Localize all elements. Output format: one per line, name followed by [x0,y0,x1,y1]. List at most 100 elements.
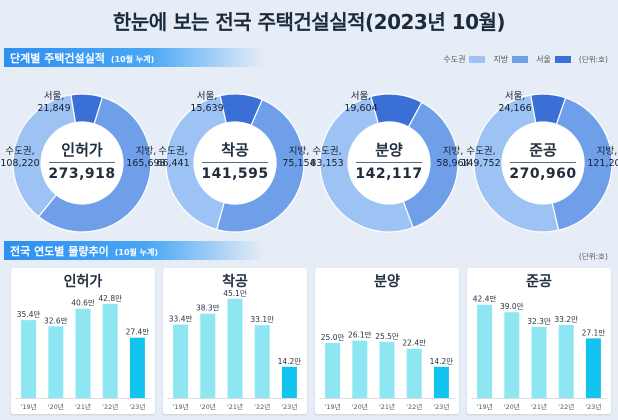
donut-divider [49,162,115,163]
x-tick-label: '23년 [585,402,601,411]
bar-value-label: 25.0만 [321,333,345,342]
legend-swatch-local [512,56,529,63]
bar [227,298,243,398]
bar-value-label: 45.1만 [223,289,247,298]
bar-chart-title: 인허가 [63,274,103,290]
bar [406,348,422,398]
donut-center: 분양 142,117 [349,139,429,182]
bar [585,338,601,398]
bar-value-label: 27.1만 [582,328,606,337]
bar [281,366,297,398]
bar-chart-svg: 33.4만 '19년 38.3만 '20년 45.1만 '21년 33.1만 '22년 14.2… [167,289,303,411]
donut-center: 준공 270,960 [503,139,583,182]
bar-panel-completion: 준공 42.4만 '19년 39.0만 '20년 32.3만 '21년 33.2만 '22년 27… [467,268,611,414]
x-tick-label: '20년 [48,402,64,411]
section-title: 단계별 주택건설실적 [10,52,105,65]
bar [200,313,216,398]
x-tick-label: '23년 [129,402,145,411]
bar [102,303,118,398]
donut-total: 270,960 [509,166,577,182]
x-tick-label: '22년 [558,402,574,411]
bar-chart-title: 착공 [222,274,248,290]
unit-label: (단위:호) [578,55,608,64]
donut-name: 준공 [529,141,557,159]
x-tick-label: '21년 [531,402,547,411]
legend-item-local: 지방 [493,55,509,64]
legend-swatch-seoul [554,56,571,63]
donut-divider [356,162,422,163]
bar-value-label: 39.0만 [500,302,524,311]
donut-name: 분양 [375,141,403,159]
donut-total: 273,918 [48,166,116,182]
x-tick-label: '21년 [379,402,395,411]
section-subtitle: (10월 누계) [110,55,155,64]
donut-label-seoul: 서울, 19,604 [344,91,378,114]
bar-panel-start: 착공 33.4만 '19년 38.3만 '20년 45.1만 '21년 33.1만 '22년 14… [163,268,307,414]
section-title: 전국 연도별 물량추이 [10,245,109,258]
bar-value-label: 35.4만 [17,310,41,319]
page-title: 한눈에 보는 전국 주택건설실적(2023년 10월) [112,10,506,34]
donut-total: 142,117 [355,166,423,182]
chart-legend: 수도권 지방 서울 (단위:호) [443,54,608,65]
bar-value-label: 27.4만 [126,328,150,337]
donut-hole [348,122,430,204]
donut-total: 141,595 [201,166,269,182]
x-tick-label: '19년 [477,402,493,411]
bar-chart-title: 준공 [526,274,552,290]
donut-label-seoul: 서울, 24,166 [498,91,532,114]
donut-label-capital: 수도권, 108,220 [0,146,40,169]
x-tick-label: '22년 [406,402,422,411]
donut-hole [194,122,276,204]
bar [352,340,368,398]
bar [433,366,449,398]
donut-name: 인허가 [61,141,103,159]
bar-value-label: 25.5만 [375,332,399,341]
x-tick-label: '23년 [433,402,449,411]
bar-chart-svg: 25.0만 '19년 26.1만 '20년 25.5만 '21년 22.4만 '22년 14.2… [319,331,455,411]
donut-label-capital: 수도권, 83,153 [310,146,344,169]
donut-divider [510,162,576,163]
bar [558,324,574,398]
donut-label-local: 지방, 75,154 [282,146,316,169]
bar-value-label: 38.3만 [196,304,220,313]
bar [531,326,547,398]
bar [504,312,520,398]
donut-label-local: 지방,121,208 [587,146,618,169]
section-header-stage: 단계별 주택건설실적 (10월 누계) [4,48,264,67]
bar-value-label: 33.4만 [169,315,193,324]
donut-hole [41,122,123,204]
x-tick-label: '20년 [504,402,520,411]
bar-chart-title: 분양 [374,274,400,290]
bar-value-label: 14.2만 [430,357,454,366]
legend-item-seoul: 서울 [536,55,551,64]
bar-value-label: 42.8만 [98,294,122,303]
donut-label-capital: 수도권, 149,752 [461,146,501,169]
donut-slice-local [216,98,305,233]
bar [173,324,189,398]
bar [75,308,91,398]
bar [21,320,37,398]
bar [129,337,145,398]
x-tick-label: '19년 [21,402,37,411]
bar-value-label: 32.3만 [527,317,551,326]
bar-value-label: 32.6만 [44,316,68,325]
x-tick-label: '22년 [102,402,118,411]
x-tick-label: '19년 [173,402,189,411]
bar-value-label: 33.1만 [250,315,274,324]
bar-value-label: 26.1만 [348,331,372,340]
x-tick-label: '22년 [254,402,270,411]
donut-label-seoul: 서울, 15,639 [190,91,224,114]
bar-chart-svg: 42.4만 '19년 39.0만 '20년 32.3만 '21년 33.2만 '22년 27.1… [471,295,607,411]
legend-swatch-capital [469,56,486,63]
bar-chart-svg: 35.4만 '19년 32.6만 '20년 40.6만 '21년 42.8만 '22년 27.4… [15,294,151,411]
section-subtitle: (10월 누계) [114,248,159,257]
legend-item-capital: 수도권 [443,55,466,64]
donut-label-seoul: 서울, 21,849 [37,91,71,114]
x-tick-label: '21년 [227,402,243,411]
bar [379,341,395,398]
x-tick-label: '21년 [75,402,91,411]
donut-label-capital: 수도권, 66,441 [156,146,190,169]
donut-label-local: 지방, 58,964 [436,146,470,169]
donut-center: 착공 141,595 [195,139,275,182]
